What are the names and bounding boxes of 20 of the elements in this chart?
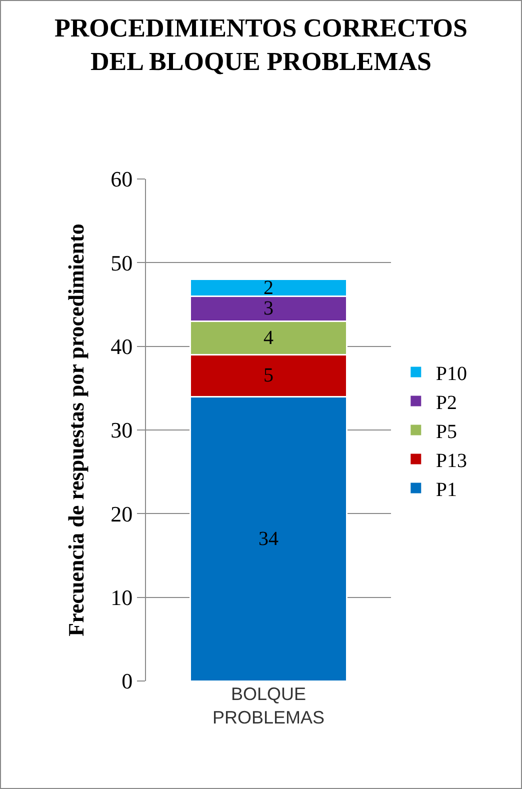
data-label: 2 [264, 276, 274, 299]
data-label: 4 [264, 326, 274, 349]
y-tick-label: 30 [110, 418, 133, 443]
y-axis-title: Frecuencia de respuestas por procedimiento [63, 224, 88, 636]
y-tick-label: 20 [110, 501, 133, 526]
y-tick-label: 0 [122, 668, 133, 694]
y-tick-label: 10 [110, 585, 133, 610]
x-tick-label: BOLQUE PROBLEMAS [212, 684, 325, 728]
legend-label: P1 [436, 478, 458, 501]
chart-title: PROCEDIMIENTOS CORRECTOS DEL BLOQUE PROBLEMAS [54, 13, 468, 76]
legend-label: P2 [436, 392, 458, 414]
legend-label: P13 [436, 450, 468, 472]
legend-label: P10 [436, 362, 468, 385]
data-label: 3 [264, 298, 274, 320]
legend-label: P5 [436, 420, 458, 443]
data-label: 5 [264, 364, 274, 387]
y-tick-label: 50 [110, 250, 133, 276]
data-label: 34 [258, 528, 278, 550]
y-tick-label: 60 [110, 166, 133, 192]
y-tick-label: 40 [110, 334, 133, 360]
